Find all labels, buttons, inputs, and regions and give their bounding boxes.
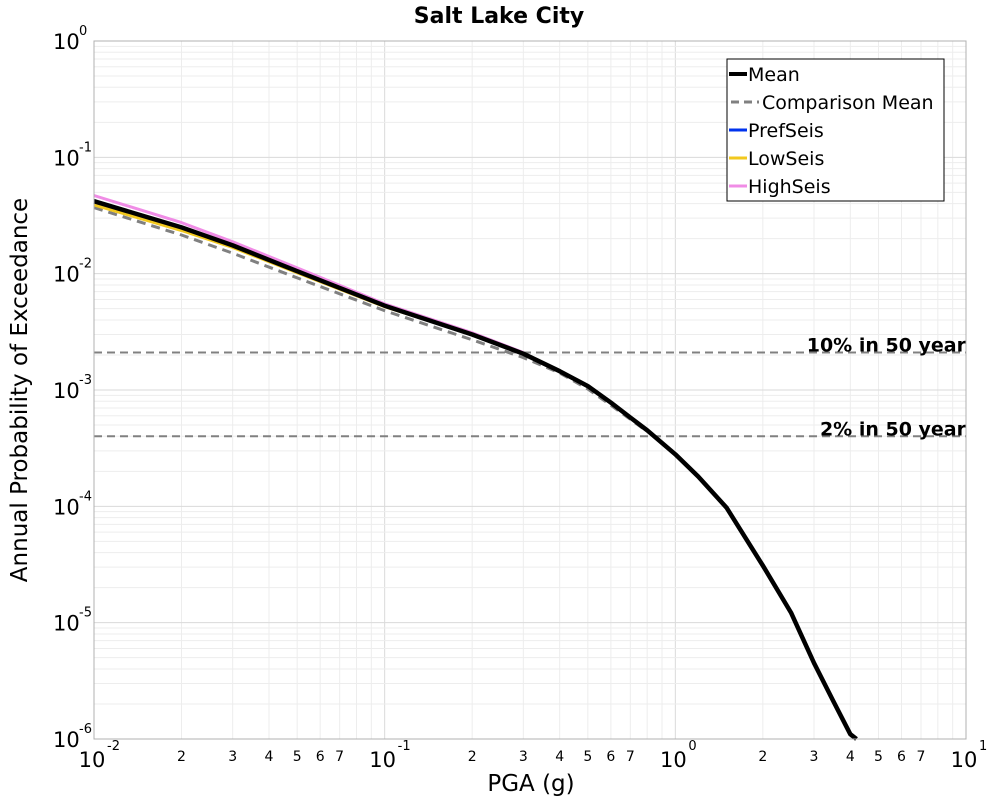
y-tick-base: 10 xyxy=(53,30,80,54)
x-minor-tick-label: 7 xyxy=(626,749,635,765)
x-major-tick-label: 100 xyxy=(660,739,697,772)
y-major-tick-label: 10 -5 xyxy=(53,606,92,636)
x-minor-tick-label: 2 xyxy=(758,749,767,765)
x-minor-tick-label: 2 xyxy=(468,749,477,765)
x-minor-tick-label: 4 xyxy=(555,749,564,765)
y-tick-exponent: -2 xyxy=(79,257,92,272)
x-minor-tick-label: 4 xyxy=(265,749,274,765)
x-tick-base: 10 xyxy=(79,748,106,772)
y-major-tick-label: 10 -2 xyxy=(53,257,92,287)
y-tick-base: 10 xyxy=(53,379,80,403)
y-major-tick-label: 10 -4 xyxy=(53,489,92,519)
y-tick-base: 10 xyxy=(53,612,80,636)
x-minor-tick-label: 7 xyxy=(917,749,926,765)
grid xyxy=(93,41,966,740)
reference-line-label: 2% in 50 year xyxy=(820,418,967,440)
x-minor-tick-label: 5 xyxy=(874,749,883,765)
legend-box xyxy=(726,58,945,202)
y-tick-exponent: 0 xyxy=(79,24,87,39)
legend-item: LowSeis xyxy=(729,148,824,170)
x-tick-exponent: 1 xyxy=(979,739,987,754)
y-tick-base: 10 xyxy=(53,146,80,170)
x-minor-tick-label: 3 xyxy=(519,749,528,765)
x-tick-exponent: -1 xyxy=(398,739,411,754)
y-tick-base: 10 xyxy=(53,728,80,752)
x-tick-base: 10 xyxy=(951,748,978,772)
y-tick-exponent: -3 xyxy=(79,373,92,388)
y-tick-exponent: -5 xyxy=(79,606,92,621)
x-minor-tick-label: 3 xyxy=(228,749,237,765)
y-major-tick-label: 10 -3 xyxy=(53,373,92,403)
x-minor-tick-label: 6 xyxy=(606,749,615,765)
y-tick-base: 10 xyxy=(53,495,80,519)
legend-label: Comparison Mean xyxy=(762,92,934,114)
y-tick-exponent: -4 xyxy=(79,489,92,504)
y-tick-exponent: -1 xyxy=(79,140,92,155)
reference-line-label: 10% in 50 year xyxy=(807,335,967,357)
chart-title: Salt Lake City xyxy=(414,4,584,29)
x-minor-tick-label: 7 xyxy=(335,749,344,765)
series-lines xyxy=(93,194,858,741)
y-tick-base: 10 xyxy=(53,263,80,287)
legend-item: Mean xyxy=(729,64,800,86)
plot-frame xyxy=(93,40,967,740)
x-minor-tick-label: 5 xyxy=(583,749,592,765)
legend-item: PrefSeis xyxy=(729,120,824,142)
legend-label: PrefSeis xyxy=(748,120,824,142)
y-axis-label: Annual Probability of Exceedance xyxy=(7,198,33,582)
x-minor-tick-label: 2 xyxy=(177,749,186,765)
legend-label: HighSeis xyxy=(748,176,831,198)
x-tick-base: 10 xyxy=(660,748,687,772)
y-major-tick-label: 10 0 xyxy=(53,24,87,54)
x-minor-tick-label: 5 xyxy=(293,749,302,765)
legend-label: Mean xyxy=(748,64,800,86)
x-minor-tick-label: 3 xyxy=(810,749,819,765)
x-minor-tick-label: 6 xyxy=(316,749,325,765)
y-major-tick-label: 10 -1 xyxy=(53,140,92,170)
x-tick-exponent: 0 xyxy=(688,739,696,754)
x-major-tick-label: 101 xyxy=(951,739,988,772)
x-tick-base: 10 xyxy=(369,748,396,772)
reference-lines: 10% in 50 year 2% in 50 year xyxy=(94,335,967,440)
legend: Mean Comparison Mean PrefSeis LowSeis HighSe… xyxy=(726,58,945,202)
x-minor-tick-label: 6 xyxy=(897,749,906,765)
x-tick-exponent: -2 xyxy=(107,739,120,754)
legend-item: HighSeis xyxy=(729,176,831,198)
legend-label: LowSeis xyxy=(748,148,824,170)
x-major-tick-label: 10-2 xyxy=(79,739,120,772)
x-axis-label: PGA (g) xyxy=(487,771,574,797)
x-minor-tick-label: 4 xyxy=(846,749,855,765)
legend-item: Comparison Mean xyxy=(731,92,934,114)
y-tick-exponent: -6 xyxy=(79,722,92,737)
x-major-tick-label: 10-1 xyxy=(369,739,410,772)
series-line-mean xyxy=(93,199,858,741)
y-major-tick-label: 10 -6 xyxy=(53,722,92,752)
